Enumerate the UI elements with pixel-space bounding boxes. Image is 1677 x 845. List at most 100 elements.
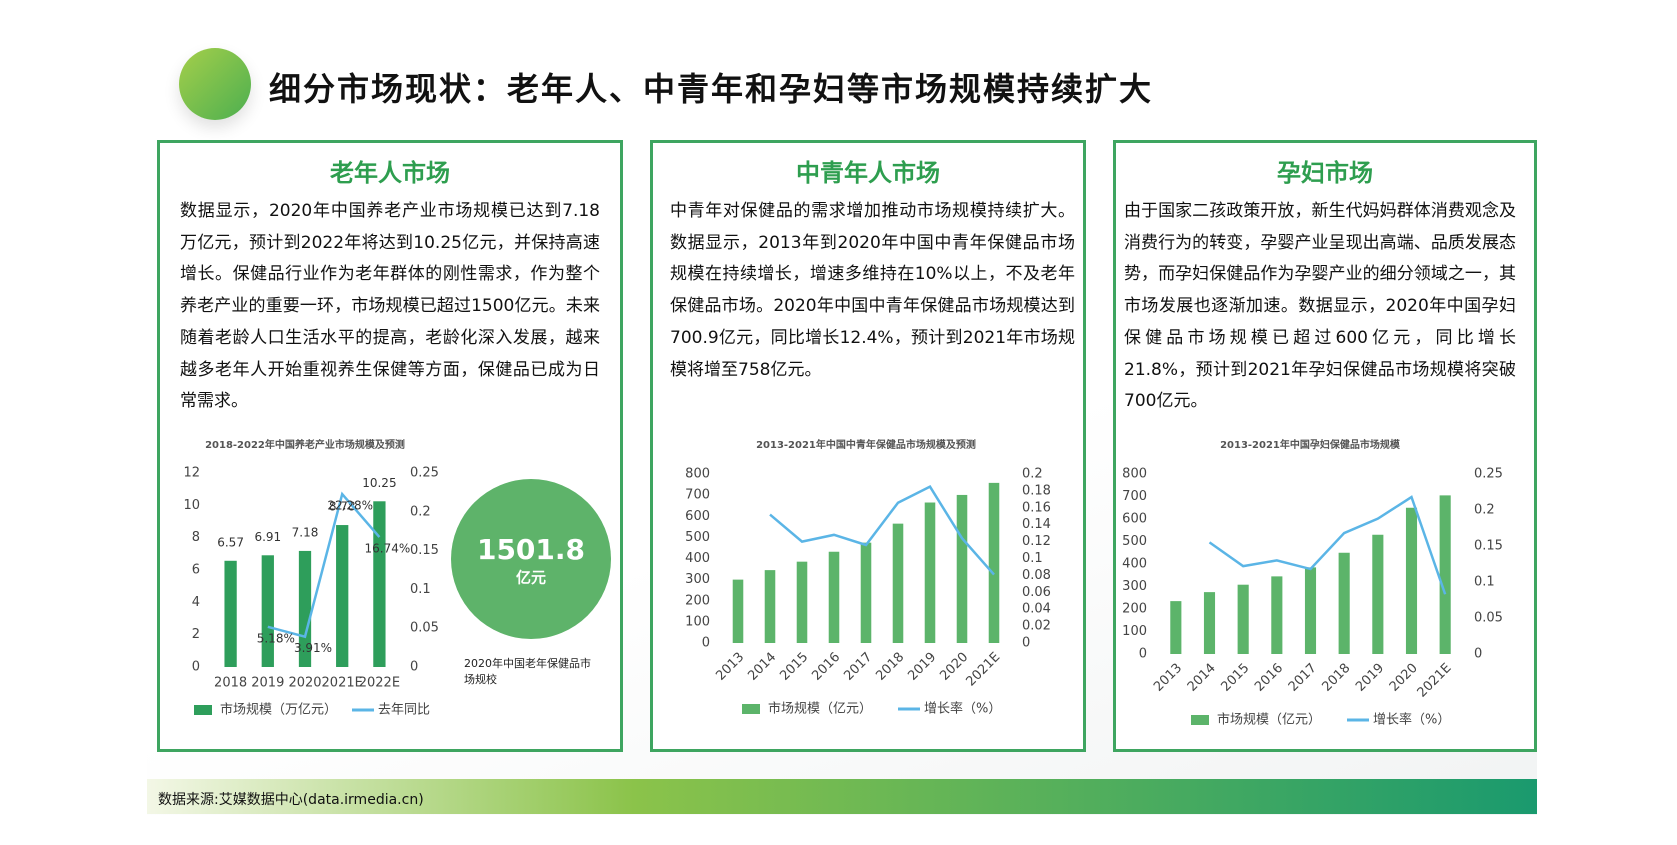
highlight-unit: 亿元 [516, 569, 546, 587]
y-tick-label: 0 [192, 660, 200, 675]
y2-tick-label: 0.05 [410, 621, 439, 636]
bar [224, 560, 237, 667]
y-tick-label: 500 [685, 530, 710, 545]
bar [764, 570, 776, 643]
panel-title: 老年人市场 [330, 159, 450, 187]
y2-tick-label: 0.04 [1022, 602, 1051, 617]
y2-tick-label: 0.1 [410, 582, 431, 597]
legend-label: 市场规模（亿元） [1217, 712, 1321, 728]
legend-label: 去年同比 [378, 703, 430, 718]
x-tick-label: 2013 [713, 650, 747, 684]
highlight-circle [451, 479, 611, 639]
y2-tick-label: 0 [1474, 647, 1482, 662]
y-tick-label: 12 [183, 466, 200, 481]
y-tick-label: 600 [1122, 512, 1147, 527]
x-tick-label: 2018 [873, 650, 907, 684]
x-tick-label: 2019 [251, 676, 284, 691]
y2-tick-label: 0.05 [1474, 611, 1503, 626]
y2-tick-label: 0.14 [1022, 517, 1051, 532]
chart-title: 2013-2021年中国中青年保健品市场规模及预测 [756, 438, 976, 451]
y2-tick-label: 0.25 [410, 466, 439, 481]
x-tick-label: 2015 [1218, 661, 1252, 695]
x-tick-label: 2021E [963, 650, 1003, 690]
legend-label: 增长率（%） [1373, 712, 1450, 728]
bar-value-label: 10.25 [362, 476, 396, 490]
bar [924, 502, 936, 643]
panel [650, 140, 1086, 752]
panel-title: 孕妇市场 [1277, 159, 1373, 187]
y2-tick-label: 0.15 [1474, 539, 1503, 554]
y-tick-label: 700 [1122, 489, 1147, 504]
y-tick-label: 800 [1122, 467, 1147, 482]
y-tick-label: 400 [685, 551, 710, 566]
title-badge [179, 48, 251, 120]
line [267, 491, 381, 639]
panel [1113, 140, 1537, 752]
y2-tick-label: 0.12 [1022, 534, 1051, 549]
y2-tick-label: 0.16 [1022, 500, 1051, 515]
highlight-value: 1501.8 [477, 533, 585, 566]
y2-tick-label: 0 [410, 660, 418, 675]
y-tick-label: 0 [1139, 647, 1147, 662]
x-tick-label: 2015 [777, 650, 811, 684]
x-tick-label: 2016 [809, 650, 843, 684]
y-tick-label: 100 [1122, 624, 1147, 639]
legend-label: 增长率（%） [924, 701, 1001, 717]
y-tick-label: 300 [1122, 579, 1147, 594]
x-tick-label: 2017 [841, 650, 875, 684]
bar [1338, 552, 1350, 654]
x-tick-label: 2016 [1252, 661, 1286, 695]
footer-source: 数据来源:艾媒数据中心(data.irmedia.cn) [158, 792, 424, 808]
y2-tick-label: 0.25 [1474, 467, 1503, 482]
x-tick-label: 2021E [1415, 661, 1455, 701]
x-tick-label: 2020 [288, 676, 321, 691]
y-tick-label: 200 [1122, 602, 1147, 617]
x-tick-label: 2014 [745, 650, 779, 684]
x-tick-label: 2019 [905, 650, 939, 684]
bar [796, 561, 808, 643]
bar [956, 494, 968, 643]
y-tick-label: 300 [685, 572, 710, 587]
y2-tick-label: 0.1 [1022, 551, 1043, 566]
x-tick-label: 2014 [1185, 661, 1219, 695]
bar [298, 550, 312, 667]
y2-tick-label: 0.08 [1022, 568, 1051, 583]
y2-tick-label: 0 [1022, 636, 1030, 651]
y2-tick-label: 0.2 [1474, 503, 1495, 518]
y2-tick-label: 0.15 [410, 543, 439, 558]
panel-text: 数据显示，2020年中国养老产业市场规模已达到7.18万亿元，预计到2022年将… [180, 201, 600, 412]
y-tick-label: 200 [685, 593, 710, 608]
y2-tick-label: 0.18 [1022, 483, 1051, 498]
y-tick-label: 8 [192, 530, 200, 545]
x-tick-label: 2018 [214, 676, 247, 691]
bar [1439, 495, 1451, 654]
highlight-caption: 2020年中国老年保健品市场规校 [464, 657, 591, 686]
bar [892, 523, 904, 643]
line-value-label: 16.74% [365, 542, 411, 556]
panel-text: 中青年对保健品的需求增加推动市场规模持续扩大。数据显示，2013年到2020年中… [670, 201, 1075, 380]
bar [1405, 507, 1418, 654]
bar [732, 579, 744, 643]
y2-tick-label: 0.06 [1022, 585, 1051, 600]
legend-label: 市场规模（亿元） [768, 701, 872, 717]
bar [1372, 534, 1384, 654]
y-tick-label: 0 [702, 636, 710, 651]
line [769, 485, 995, 576]
bar-value-label: 6.91 [254, 530, 281, 544]
y-tick-label: 4 [192, 595, 200, 610]
bar-value-label: 7.18 [292, 525, 319, 539]
y-tick-label: 10 [183, 498, 200, 513]
line-value-label: 5.18% [257, 631, 295, 645]
line-value-label: 22.28% [327, 499, 373, 513]
panel-title: 中青年人市场 [796, 159, 940, 187]
bar [336, 525, 349, 667]
y-tick-label: 6 [192, 563, 200, 578]
legend-label: 市场规模（万亿元） [220, 702, 337, 718]
bar [373, 501, 386, 667]
y-tick-label: 600 [685, 509, 710, 524]
x-tick-label: 2021E [322, 676, 363, 691]
line-value-label: 3.91% [294, 641, 332, 655]
x-tick-label: 2017 [1286, 661, 1320, 695]
